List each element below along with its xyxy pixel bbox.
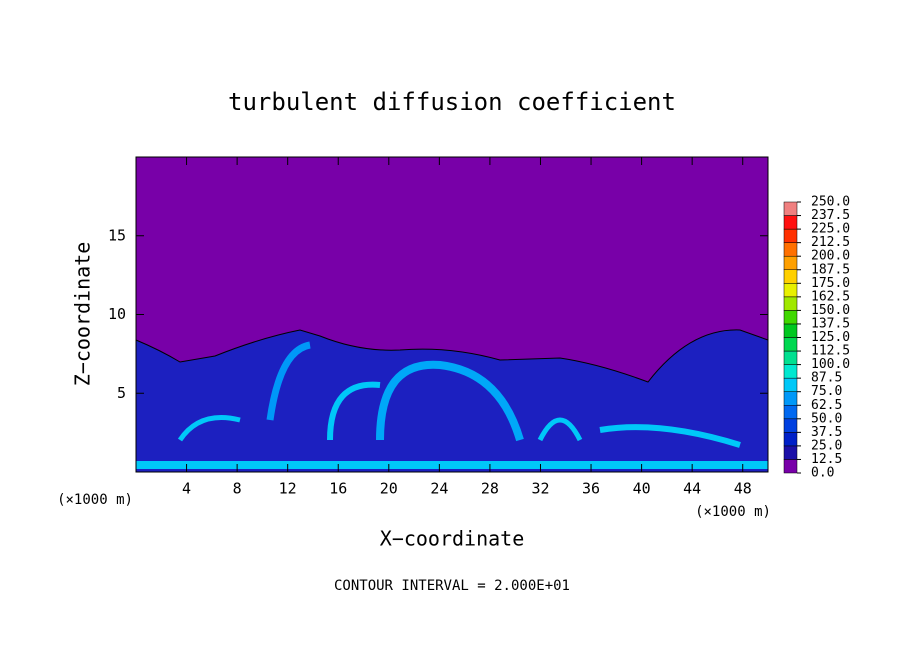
colorbar-swatch (783, 445, 798, 460)
chart-title: turbulent diffusion coefficient (228, 88, 676, 116)
colorbar-swatch (783, 242, 798, 257)
colorbar-swatch (783, 283, 798, 298)
x-tick-label: 8 (233, 480, 242, 498)
field-region (135, 329, 769, 473)
x-axis-label: X−coordinate (380, 527, 525, 551)
annotation: CONTOUR INTERVAL = 2.000E+01 (334, 578, 570, 594)
colorbar-swatch (783, 405, 798, 420)
colorbar-label: 150.0 (811, 303, 850, 318)
colorbar-swatch (783, 377, 798, 392)
x-tick-label: 40 (633, 480, 651, 498)
x-tick-label: 4 (182, 480, 191, 498)
x-tick-label: 44 (683, 480, 701, 498)
x-tick-label: 24 (430, 480, 448, 498)
colorbar-label: 237.5 (811, 208, 850, 223)
x-tick-label: 48 (734, 480, 752, 498)
x-unit-label: (×1000 m) (695, 504, 771, 520)
x-tick-label: 36 (582, 480, 600, 498)
y-tick-label: 5 (117, 384, 126, 402)
x-unit-label: (×1000 m) (57, 492, 133, 508)
colorbar-label: 162.5 (811, 289, 850, 304)
colorbar-swatch (783, 269, 798, 284)
field-swirl (327, 381, 381, 441)
colorbar-label: 100.0 (811, 357, 850, 372)
colorbar-label: 0.0 (811, 466, 834, 481)
colorbar-swatch (783, 350, 798, 365)
field-swirl (376, 360, 524, 442)
colorbar-label: 37.5 (811, 425, 842, 440)
field (135, 157, 769, 473)
y-tick-label: 15 (108, 226, 126, 244)
colorbar-label: 137.5 (811, 316, 850, 331)
x-tick-label: 20 (380, 480, 398, 498)
field-swirl (177, 415, 241, 442)
colorbar-label: 125.0 (811, 330, 850, 345)
y-axis-label: Z−coordinate (71, 242, 95, 387)
colorbar-swatch (783, 337, 798, 352)
colorbar-swatch (783, 432, 798, 447)
x-tick-label: 32 (531, 480, 549, 498)
colorbar-swatch (783, 459, 798, 474)
colorbar-swatch (783, 201, 798, 216)
colorbar-label: 50.0 (811, 411, 842, 426)
colorbar-label: 175.0 (811, 276, 850, 291)
colorbar-label: 225.0 (811, 222, 850, 237)
colorbar-swatch (783, 391, 798, 406)
colorbar-swatch (783, 215, 798, 230)
x-tick-label: 28 (481, 480, 499, 498)
colorbar-swatch (783, 364, 798, 379)
colorbar-label: 12.5 (811, 452, 842, 467)
colorbar-label: 200.0 (811, 249, 850, 264)
field-swirl (537, 417, 583, 442)
x-tick-label: 16 (329, 480, 347, 498)
colorbar-swatch (783, 228, 798, 243)
colorbar-label: 112.5 (811, 344, 850, 359)
field-swirl (266, 341, 311, 421)
colorbar-swatch (783, 255, 798, 271)
x-tick-label: 12 (279, 480, 297, 498)
colorbar-label: 75.0 (811, 384, 842, 399)
colorbar-label: 25.0 (811, 438, 842, 453)
colorbar-swatch (783, 296, 798, 311)
field-swirl (599, 424, 741, 448)
colorbar-label: 62.5 (811, 398, 842, 413)
colorbar-label: 187.5 (811, 262, 850, 277)
colorbar-label: 212.5 (811, 235, 850, 250)
colorbar-swatch (783, 310, 798, 325)
colorbar-label: 250.0 (811, 195, 850, 210)
colorbar-swatch (783, 418, 798, 433)
colorbar-swatch (783, 323, 798, 338)
colorbar-label: 87.5 (811, 371, 842, 386)
y-tick-label: 10 (108, 305, 126, 323)
